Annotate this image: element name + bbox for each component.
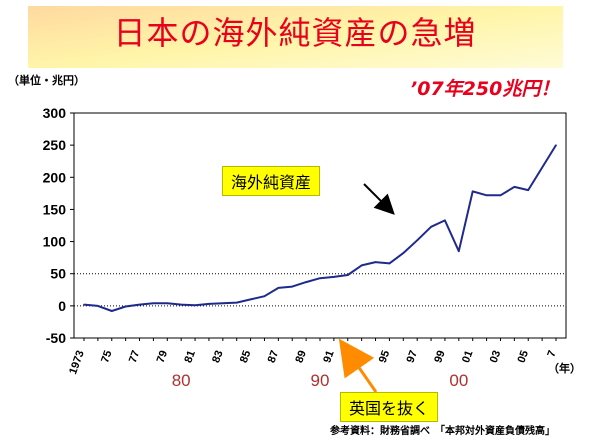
data-point [527,189,530,191]
x-tick-label: 01 [460,349,475,365]
data-point [458,250,460,253]
x-tick-label: 89 [293,349,308,365]
data-point [499,194,502,197]
y-tick-label: 50 [50,266,66,282]
x-tick-label: 77 [127,349,142,365]
x-tick-label: 7 [545,349,558,359]
data-point [138,303,141,306]
y-tick-label: 100 [43,234,67,250]
x-tick-label: 03 [488,349,503,365]
data-point [305,281,307,283]
data-point [541,166,543,169]
x-tick-label: 83 [210,349,225,365]
series-label: 海外純資産 [222,166,321,196]
data-point [291,285,294,288]
data-point [555,144,557,146]
y-tick-label: 0 [58,298,66,314]
data-point [333,276,335,278]
data-point [235,301,238,304]
data-point [430,225,432,228]
series-points [83,144,557,312]
source-note: 参考資料：財務省調べ 「本邦対外資産負債残高」 [330,426,555,437]
data-point [124,305,127,308]
x-tick-label: 05 [516,349,531,365]
unit-label: （単位・兆円） [8,74,85,87]
x-tick-label: 87 [266,349,281,365]
data-point [194,304,196,307]
data-point [319,277,321,280]
plot-area [73,112,567,339]
y-tick-label: 150 [43,201,67,217]
data-point [513,186,516,188]
data-point [249,298,252,301]
x-axis-unit: （年） [548,361,581,375]
title-banner [28,6,563,68]
series-label-arrow [363,183,395,215]
data-point [152,302,155,305]
x-tick-label: 85 [238,349,253,365]
data-point [360,264,363,267]
x-tick-label: 75 [99,349,114,365]
decade-label: 90 [311,371,330,390]
y-tick-label: 200 [43,169,67,185]
data-point [180,303,182,306]
y-tick-label: 250 [43,137,67,153]
data-point [388,262,391,265]
data-point [277,287,280,289]
data-point [402,252,405,254]
y-tick-label: 300 [43,105,67,121]
uk-overtake-label: 英国を抜く [340,392,439,422]
data-point [416,239,418,242]
data-point [110,310,113,312]
x-tick-label: 1973 [67,349,87,376]
x-tick-label: 81 [182,349,197,365]
data-point [97,305,99,307]
x-tick-label: 97 [405,349,420,365]
page-title: 日本の海外純資産の急増 [113,14,477,52]
x-tick-label: 99 [432,349,447,365]
data-point [222,302,224,305]
reference-lines [74,273,566,307]
x-tick-label: 91 [321,349,336,365]
data-point [166,302,169,305]
data-point [444,219,446,222]
data-point [485,194,488,197]
data-point [346,274,349,276]
x-tick-label: 95 [377,349,392,365]
decade-labels: 80 90 00 [172,371,469,390]
data-point [471,190,474,193]
x-axis: 1973 75 77 79 81 83 85 87 89 91 93 95 97 99 01 03 05 7（年） [67,338,581,376]
decade-label: 80 [172,371,191,390]
data-point [83,303,85,306]
y-tick-label: -50 [46,330,66,346]
y-axis: -50 0 50 100 150 200 250 300 [43,105,74,346]
data-point [374,261,377,263]
decade-label: 00 [449,371,468,390]
data-point [263,295,266,298]
x-tick-label: 79 [155,349,170,365]
data-point [208,303,210,305]
headline-callout: ’07年250兆円！ [410,78,560,100]
uk-callout-arrow [338,338,378,393]
